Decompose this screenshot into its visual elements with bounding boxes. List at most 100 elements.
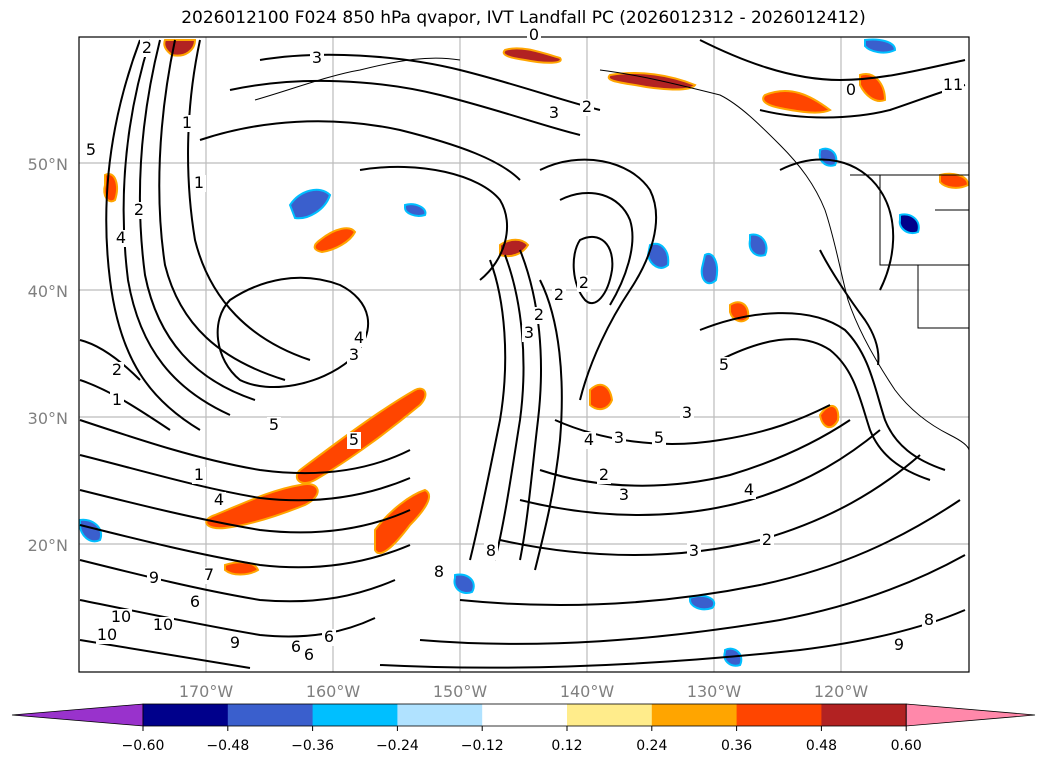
contour-label-bg (597, 467, 611, 484)
contour-label: 0 (846, 80, 856, 99)
contour-label: 2 (582, 97, 592, 116)
lon-label-140w: 140°W (560, 682, 615, 701)
colorbar-tick-label: −0.48 (206, 738, 249, 754)
contour-label-bg (110, 362, 124, 379)
colorbar-segment (143, 704, 229, 726)
contour-label: 6 (324, 627, 334, 646)
colorbar-tick-label: 0.24 (636, 738, 667, 754)
contour-label-bg (188, 594, 202, 611)
colorbar-tick-label: −0.60 (122, 738, 165, 754)
map-frame (78, 36, 970, 673)
colorbar-extend-high (905, 703, 1036, 727)
contour-label-bg (892, 637, 906, 654)
colorbar-extend-low (11, 703, 144, 727)
contour-label-bg (552, 287, 566, 304)
contour-label-bg (680, 405, 694, 422)
colorbar-tick-label: 0.48 (806, 738, 837, 754)
colorbar-segment (397, 704, 483, 726)
contour-label-bg (522, 325, 536, 342)
contour-label-bg (228, 635, 242, 652)
contour-label: 5 (86, 140, 96, 159)
contour-label: 4 (116, 228, 126, 247)
lat-label-40: 40°N (28, 282, 68, 301)
contour-label: 4 (214, 490, 224, 509)
contour-label: 2 (534, 305, 544, 324)
contour-label: 10 (153, 615, 173, 634)
contour-label: 1 (194, 465, 204, 484)
contour-label-bg (527, 27, 541, 44)
contour-label: 3 (682, 403, 692, 422)
contour-label: 10 (111, 607, 131, 626)
contour-label-bg (547, 105, 561, 122)
contour-label: 3 (312, 48, 322, 67)
contour-label-bg (484, 543, 498, 560)
contour-label-bg (347, 347, 361, 364)
contour-label: 11 (943, 75, 963, 94)
contour-label: 1 (194, 173, 204, 192)
contour-label: 8 (924, 610, 934, 629)
contour-label-bg (302, 647, 316, 664)
colorbar-tick-label: 0.12 (551, 738, 582, 754)
ivt-contours (79, 39, 966, 669)
contour-label-bg (687, 543, 701, 560)
contour-label: 6 (190, 592, 200, 611)
colorbar-segment (482, 704, 568, 726)
contour-label-bg (267, 417, 281, 434)
contour-label: 2 (599, 465, 609, 484)
contour-label: 5 (349, 430, 359, 449)
contour-label-bg (289, 639, 303, 656)
colorbar-segment (651, 704, 738, 726)
plot-title: 2026012100 F024 850 hPa qvapor, IVT Land… (181, 8, 866, 28)
lat-label-20: 20°N (28, 536, 68, 555)
lon-label-120w: 120°W (814, 682, 869, 701)
contour-label-bg (322, 629, 336, 646)
contour-label: 2 (762, 530, 772, 549)
contour-label: 5 (654, 428, 664, 447)
contour-label-bg (580, 99, 594, 116)
colorbar-tick-label: −0.12 (461, 738, 504, 754)
contour-label-bg (110, 392, 124, 409)
contour-label-bg (612, 430, 626, 447)
contour-label: 1 (182, 113, 192, 132)
contour-label: 3 (524, 323, 534, 342)
contour-label: 6 (304, 645, 314, 664)
contour-label-bg (352, 330, 366, 347)
colorbar-segment (821, 704, 907, 726)
contour-label-bg (202, 567, 216, 584)
contour-label-bg (942, 77, 964, 94)
contour-label: 9 (149, 568, 159, 587)
contour-label: 3 (619, 485, 629, 504)
contour-label-bg (532, 307, 546, 324)
contour-label-bg (652, 430, 666, 447)
contour-label-bg (192, 175, 206, 192)
contour-label-bg (577, 275, 591, 292)
lon-label-130w: 130°W (687, 682, 742, 701)
contour-label-bg (180, 115, 194, 132)
colorbar-tick-label: 0.60 (891, 738, 922, 754)
contour-label: 4 (584, 430, 594, 449)
lon-label-170w: 170°W (179, 682, 234, 701)
lat-label-30: 30°N (28, 409, 68, 428)
contour-label-bg (110, 609, 132, 626)
contour-label-bg (212, 492, 226, 509)
contour-label: 8 (434, 562, 444, 581)
colorbar-tick-label: −0.24 (376, 738, 419, 754)
contour-label-bg (760, 532, 774, 549)
contour-label-bg (310, 50, 324, 67)
contour-label-bg (114, 230, 128, 247)
contour-label-bg (147, 570, 161, 587)
contour-label: 5 (269, 415, 279, 434)
contour-label: 4 (354, 328, 364, 347)
colorbar: −0.60 −0.48 −0.36 −0.24 −0.12 0.12 0.24 0.36 0.4… (11, 703, 1036, 754)
colorbar-segment (312, 704, 398, 726)
contour-label-bg (844, 82, 858, 99)
coastline (254, 57, 970, 451)
contour-label-bg (140, 40, 154, 57)
contour-label: 4 (744, 480, 754, 499)
contour-label-bg (152, 617, 174, 634)
contour-label: 0 (529, 25, 539, 44)
contour-label: 10 (97, 625, 117, 644)
colorbar-tick-label: −0.36 (291, 738, 334, 754)
